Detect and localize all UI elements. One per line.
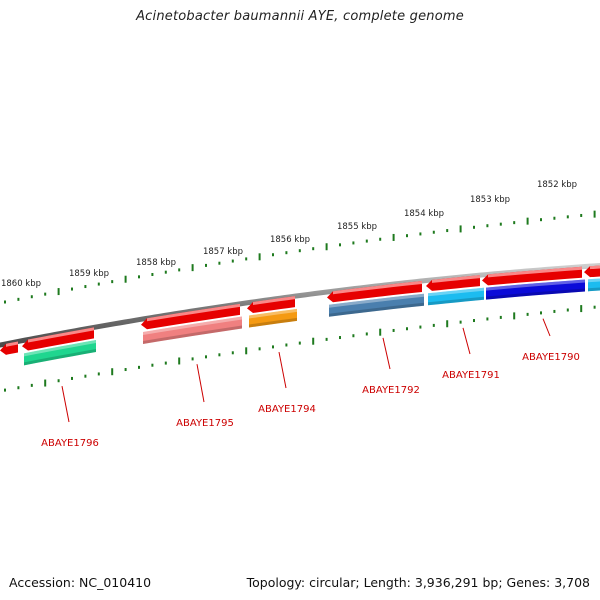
gene-labels: ABAYE1796 ABAYE1795 ABAYE1794 ABAYE1792 ABAY… [41, 318, 580, 449]
ruler-tick-label: 1852 kbp [537, 180, 577, 190]
cds-arrow-highlight [6, 341, 18, 347]
cds-arrow [482, 266, 582, 286]
ruler-labels: 1852 kbp 1853 kbp 1854 kbp 1855 kbp 1856 kbp… [1, 180, 577, 289]
cds-arrow-highlight [488, 266, 582, 278]
gene-label: ABAYE1791 [442, 327, 500, 381]
ruler-tick-label: 1860 kbp [1, 279, 41, 289]
gene-block-highlight [329, 293, 424, 308]
gene-block-highlight [428, 287, 484, 297]
gene-block [588, 278, 600, 292]
gene-block-shade [249, 317, 297, 328]
ruler-track [4, 210, 596, 392]
gene-block-shade [143, 325, 242, 344]
gene-block-shade [24, 349, 96, 366]
map-title: Acinetobacter baumannii AYE, complete ge… [136, 9, 464, 24]
gene-leader-line [278, 351, 287, 389]
ruler-tick-label: 1856 kbp [270, 235, 310, 245]
gene-block [143, 316, 242, 344]
gene-label-text: ABAYE1792 [362, 385, 420, 396]
gene-label: ABAYE1794 [258, 351, 316, 415]
gene-leader-line [382, 337, 391, 370]
gene-block-fill [329, 293, 424, 317]
gene-block-shade [428, 296, 484, 306]
gene-label-text: ABAYE1795 [176, 418, 234, 429]
gene-block [24, 340, 96, 366]
genome-backbone [0, 262, 600, 348]
gene-block-fill [588, 278, 600, 292]
gene-block-highlight [486, 279, 585, 291]
cds-arrow [584, 265, 600, 278]
ruler-tick-label: 1857 kbp [203, 247, 243, 257]
gene-block-fill [143, 316, 242, 344]
gene-leader-line [542, 318, 551, 337]
gene-block [428, 287, 484, 306]
gene-label: ABAYE1790 [522, 318, 580, 363]
gene-block [329, 293, 424, 317]
gene-block-highlight [588, 278, 600, 283]
cds-arrow-highlight [333, 280, 422, 295]
cds-arrow-highlight [432, 275, 480, 283]
cds-arrow-highlight [590, 265, 600, 270]
accession-text: Accession: NC_010410 [9, 575, 152, 590]
gene-block-shade [588, 287, 600, 292]
ruler-tick-label: 1855 kbp [337, 222, 377, 232]
cds-arrow-highlight [28, 327, 94, 343]
gene-block-shade [329, 302, 424, 317]
gene-block-fill [428, 287, 484, 306]
gene-label: ABAYE1792 [362, 337, 420, 396]
gene-label-text: ABAYE1796 [41, 438, 99, 449]
gene-label: ABAYE1795 [176, 364, 234, 429]
cds-arrow [22, 327, 94, 351]
gene-block-highlight [143, 316, 242, 335]
cds-arrow [247, 296, 295, 313]
gene-label-text: ABAYE1790 [522, 352, 580, 363]
gene-leader-line [196, 364, 205, 403]
gene-leader-line [462, 327, 471, 355]
gene-block-highlight [24, 340, 96, 357]
gene-label-text: ABAYE1791 [442, 370, 500, 381]
cds-arrow [0, 341, 18, 355]
gene-block-fill [249, 308, 297, 328]
cds-arrow [141, 303, 240, 330]
gene-leader-line [61, 386, 70, 423]
ruler-tick-label: 1853 kbp [470, 195, 510, 205]
ruler-tick-label: 1859 kbp [69, 269, 109, 279]
gene-block [486, 279, 585, 300]
cds-arrow [426, 275, 480, 291]
gene-block-fill [486, 279, 585, 300]
cds-arrow-highlight [253, 296, 295, 305]
gene-block-fill [24, 340, 96, 366]
gene-block-highlight [249, 308, 297, 319]
cds-arrow-highlight [147, 303, 240, 322]
gene-block [249, 308, 297, 328]
gene-label-text: ABAYE1794 [258, 404, 316, 415]
gene-block-shade [486, 288, 585, 300]
ruler-tick-label: 1858 kbp [136, 258, 176, 268]
cds-arrow [327, 280, 422, 303]
gene-track [24, 278, 600, 366]
gene-label: ABAYE1796 [41, 386, 99, 449]
ruler-tick-label: 1854 kbp [404, 209, 444, 219]
cds-track [0, 265, 600, 355]
topology-summary: Topology: circular; Length: 3,936,291 bp… [246, 575, 590, 590]
